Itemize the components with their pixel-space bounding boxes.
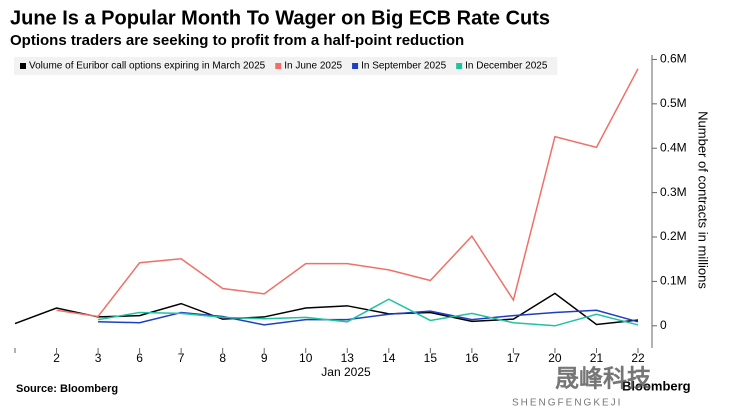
y-tick-label: 0.1M	[660, 274, 687, 288]
x-tick-label: 7	[178, 351, 185, 365]
x-tick-label: 2	[53, 351, 60, 365]
y-tick-label: 0.5M	[660, 96, 687, 110]
watermark: 晟峰科技	[555, 364, 652, 392]
chart-title: June Is a Popular Month To Wager on Big …	[10, 7, 550, 29]
chart-subtitle: Options traders are seeking to profit fr…	[10, 32, 464, 49]
x-tick-label: 17	[507, 351, 521, 365]
y-tick-label: 0.3M	[660, 185, 687, 199]
legend-box	[14, 57, 558, 75]
x-tick-label: 22	[631, 351, 645, 365]
legend: Volume of Euribor call options expiring …	[14, 57, 558, 75]
x-tick-label: 10	[299, 351, 313, 365]
x-tick-label: 15	[424, 351, 438, 365]
x-tick-label: 14	[382, 351, 396, 365]
brand: Bloomberg	[622, 378, 691, 393]
source: Source: Bloomberg	[16, 383, 118, 395]
x-tick-label: 16	[465, 351, 479, 365]
watermark: SHENGFENGKEJI	[512, 398, 622, 409]
x-tick-label: 8	[219, 351, 226, 365]
y-tick-label: 0	[660, 318, 667, 332]
legend-swatch	[352, 63, 359, 69]
line	[98, 309, 639, 326]
legend-swatch	[456, 63, 463, 69]
y-tick-label: 0.6M	[660, 52, 687, 66]
x-axis-label: Jan 2025	[321, 365, 371, 379]
y-axis-label: Number of contracts in millions	[696, 111, 711, 289]
y-tick-label: 0.4M	[660, 140, 687, 154]
x-tick-label: 20	[548, 351, 562, 365]
legend-label: In December 2025	[465, 61, 548, 72]
y-tick-label: 0.2M	[660, 229, 687, 243]
legend-swatch	[20, 63, 26, 69]
legend-label: In June 2025	[284, 61, 342, 72]
x-tick-label: 6	[136, 351, 143, 365]
line	[56, 68, 639, 318]
x-tick-label: 3	[95, 351, 102, 365]
legend-label: In September 2025	[361, 61, 446, 72]
legend-label: Volume of Euribor call options expiring …	[29, 61, 266, 72]
legend-swatch	[275, 63, 282, 69]
line	[97, 298, 639, 327]
x-tick-label: 13	[341, 351, 355, 365]
x-tick-label: 21	[590, 351, 604, 365]
x-tick-label: 9	[261, 351, 268, 365]
